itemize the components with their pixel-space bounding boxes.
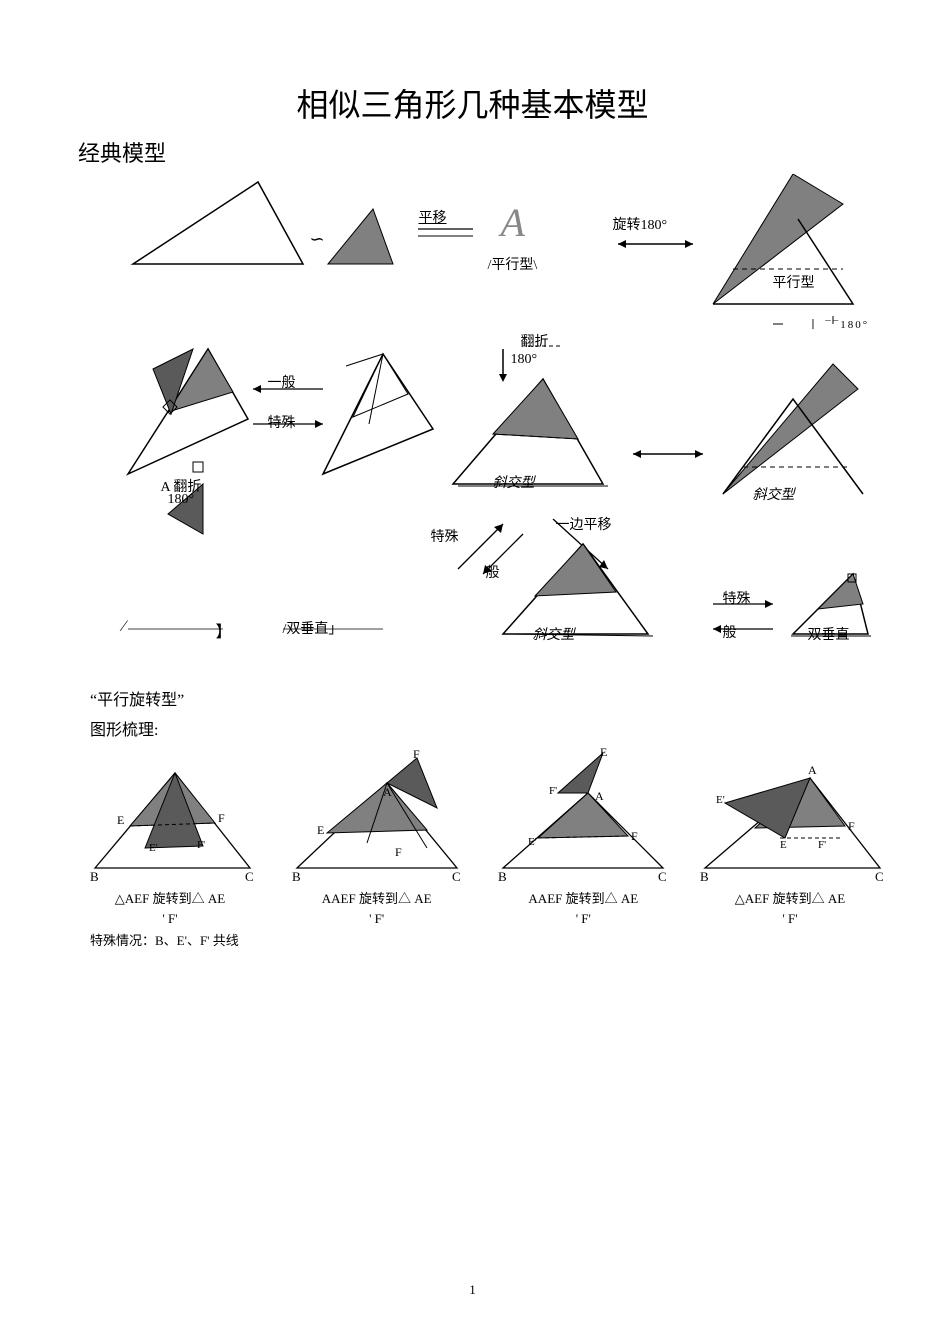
label-180-small: 丨 ¯¯180°	[808, 316, 870, 332]
label-bracket: 】	[216, 618, 232, 642]
label-slash: ⁄	[123, 618, 126, 636]
page-number: 1	[0, 1282, 945, 1298]
label-yibianpingyi: 一边平移	[556, 514, 612, 534]
label-yiban2: 般	[486, 562, 500, 582]
label-teshu2: 特殊	[431, 526, 459, 546]
svg-text:A: A	[383, 785, 392, 799]
label-pingxingxing-slash: /平行型\	[488, 254, 538, 274]
svg-text:F: F	[631, 829, 638, 843]
svg-text:B: B	[700, 869, 709, 884]
svg-text:E: E	[780, 839, 787, 851]
fig3-caption-l1: AAEF 旋转到△ AE	[483, 890, 683, 908]
svg-text:F: F	[395, 845, 402, 859]
fig1-caption-l1: △AEF 旋转到△ AE	[70, 890, 270, 908]
fig1-caption-l2: ' F'	[70, 910, 270, 928]
label-shuangchuizhi2: 双垂直	[808, 624, 850, 644]
svg-text:F': F'	[818, 839, 826, 851]
fig3-caption-l2: ' F'	[483, 910, 683, 928]
label-yiban3: 般	[723, 622, 737, 642]
figure-3: E F' A E' F B C AAEF 旋转到△ AE ' F'	[483, 748, 683, 928]
subtitle-classic: 经典模型	[78, 136, 875, 168]
label-pingxingxing: 平行型	[773, 272, 815, 292]
svg-text:C: C	[658, 869, 667, 884]
main-diagram: 平移 A 旋转180° /平行型\ 平行型 ∽ 丨 ¯¯180° 翻折 180°…	[73, 174, 873, 674]
svg-text:F: F	[218, 811, 225, 825]
label-teshu: 特殊	[268, 412, 296, 432]
label-180deg: 180°	[511, 352, 538, 368]
svg-text:C: C	[875, 869, 884, 884]
label-180-2: 180°	[168, 492, 195, 508]
label-shuangchuizhi: /双垂直」	[283, 618, 343, 638]
svg-text:C: C	[245, 869, 254, 884]
svg-text:E': E'	[716, 794, 725, 806]
fig2-caption-l1: AAEF 旋转到△ AE	[277, 890, 477, 908]
svg-text:E: E	[600, 748, 607, 759]
figure-4: A E' E F' F B C △AEF 旋转到△ AE ' F'	[690, 748, 890, 928]
fig4-caption-l1: △AEF 旋转到△ AE	[690, 890, 890, 908]
svg-text:F': F'	[197, 839, 205, 851]
fig2-caption-l2: ' F'	[277, 910, 477, 928]
special-note: 特殊情况：B、E'、F' 共线	[90, 930, 875, 949]
label-yiban: 一般	[268, 372, 296, 392]
fig4-caption-l2: ' F'	[690, 910, 890, 928]
label-pingyi: 平移	[419, 207, 447, 227]
svg-text:E': E'	[149, 842, 158, 854]
subheading-shapes: 图形梳理:	[90, 716, 875, 740]
page-title: 相似三角形几种基本模型	[70, 80, 875, 126]
svg-text:A: A	[595, 789, 604, 803]
svg-text:B: B	[90, 869, 99, 884]
label-xiejiao3: 斜交型	[533, 624, 575, 644]
label-xiejiao2: 斜交型	[753, 484, 795, 504]
svg-text:E: E	[117, 813, 124, 827]
label-tilde: ∽	[310, 229, 325, 250]
label-xuanzhuan180: 旋转180°	[613, 214, 668, 234]
svg-text:B: B	[498, 869, 507, 884]
figure-2: E F F A B C AAEF 旋转到△ AE ' F'	[277, 748, 477, 928]
label-big-A: A	[501, 199, 525, 246]
svg-text:A: A	[808, 763, 817, 777]
svg-text:F': F'	[549, 785, 557, 797]
svg-text:E: E	[317, 823, 324, 837]
label-xiejiao1: 斜交型	[493, 472, 535, 492]
svg-text:B: B	[292, 869, 301, 884]
figure-1: E F E' F' B C △AEF 旋转到△ AE ' F'	[70, 748, 270, 928]
label-teshu3: 特殊	[723, 588, 751, 608]
label-fanzhe: 翻折	[521, 331, 549, 351]
figure-row: E F E' F' B C △AEF 旋转到△ AE ' F' E F F A	[70, 748, 890, 928]
svg-text:F: F	[413, 748, 420, 761]
svg-text:E': E'	[528, 836, 537, 848]
svg-text:F: F	[848, 819, 855, 833]
heading-parallel-rotate: “平行旋转型”	[90, 686, 875, 710]
svg-text:C: C	[452, 869, 461, 884]
